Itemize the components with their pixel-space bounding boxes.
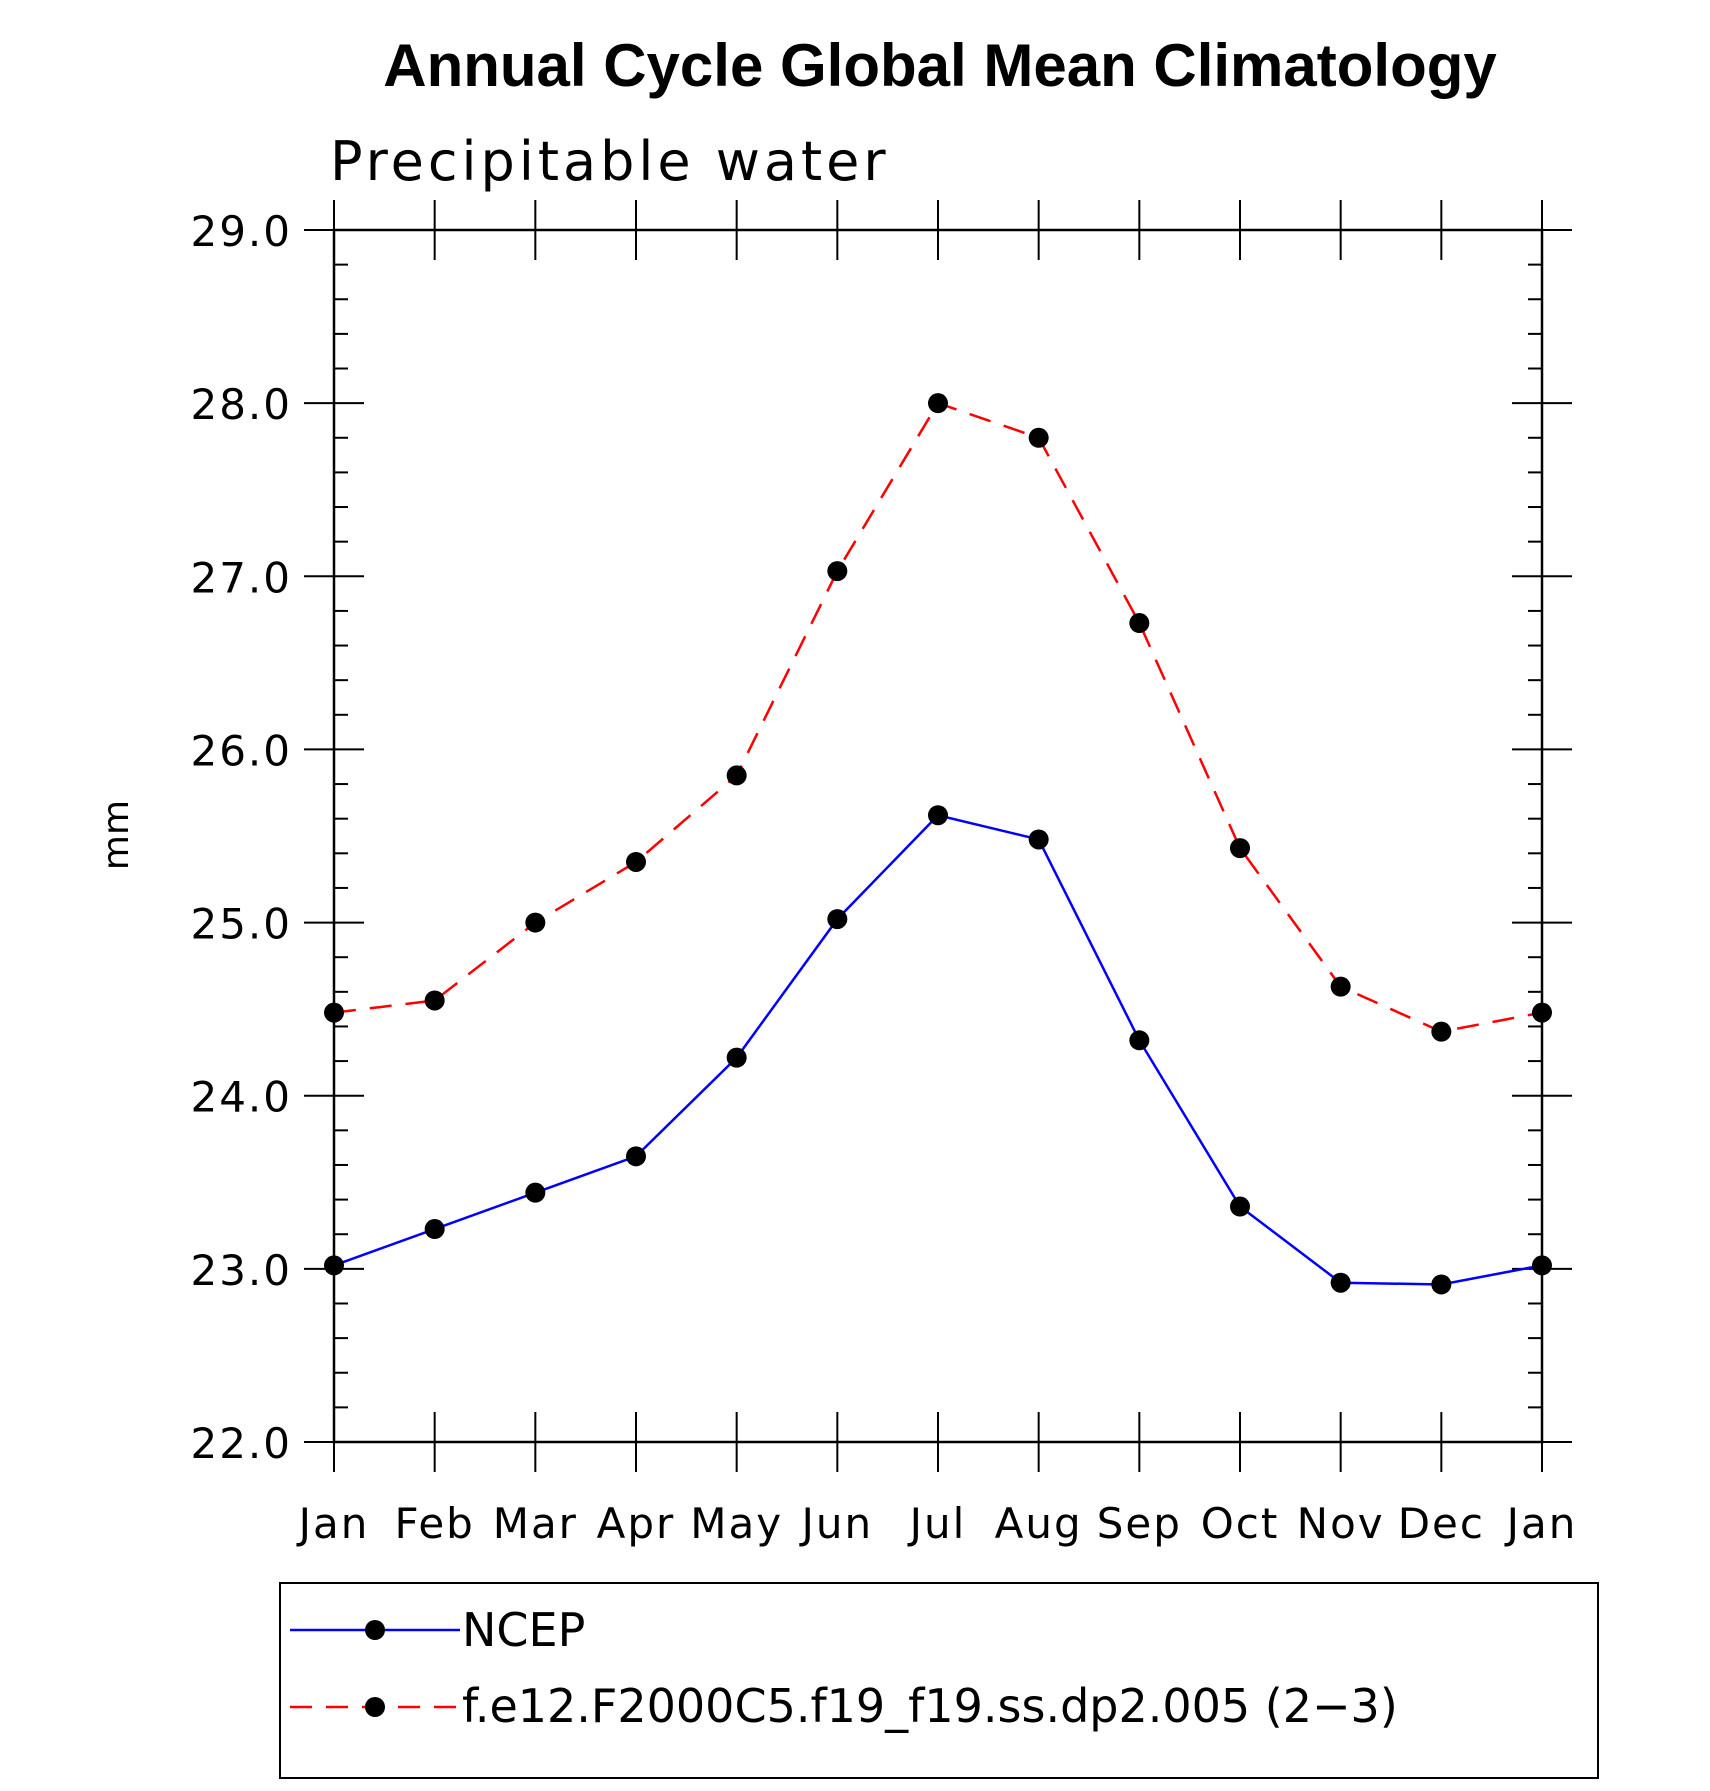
legend: NCEP f.e12.F2000C5.f19_f19.ss.dp2.005 (2… xyxy=(279,1582,1599,1779)
series-0-point xyxy=(626,1146,646,1167)
series-0-point xyxy=(827,909,848,930)
series-1-point xyxy=(1330,976,1351,997)
series-0-point xyxy=(1028,829,1049,850)
chart-title: Annual Cycle Global Mean Climatology xyxy=(383,32,1497,99)
series-layer xyxy=(324,393,1552,1295)
x-tick-label: Jan xyxy=(1504,1499,1578,1548)
series-0-point xyxy=(928,805,948,826)
x-tick-label: Jan xyxy=(296,1499,370,1548)
y-tick-label: 24.0 xyxy=(190,1073,292,1122)
series-1-point xyxy=(1230,838,1250,859)
series-0-point xyxy=(1129,1030,1150,1051)
x-tick-label: Sep xyxy=(1097,1499,1182,1548)
series-0-point xyxy=(324,1255,344,1276)
x-tick-label: Jul xyxy=(907,1499,967,1548)
x-tick-label: Jun xyxy=(799,1499,874,1548)
y-tick-label: 23.0 xyxy=(190,1246,292,1295)
series-0-point xyxy=(424,1219,445,1240)
series-1-point xyxy=(1431,1021,1452,1042)
x-tick-label: Dec xyxy=(1398,1499,1485,1548)
y-tick-labels: 22.0 23.0 24.0 25.0 26.0 27.0 28.0 29.0 xyxy=(190,207,292,1468)
series-0-point xyxy=(726,1047,747,1068)
x-tick-label: Nov xyxy=(1297,1499,1385,1548)
legend-label-model: f.e12.F2000C5.f19_f19.ss.dp2.005 (2−3) xyxy=(462,1679,1398,1733)
x-tick-labels: Jan Feb Mar Apr May Jun Jul Aug Sep Oct Nov Dec Jan xyxy=(296,1499,1578,1548)
series-0-point xyxy=(1431,1274,1452,1295)
x-tick-label: Mar xyxy=(493,1499,578,1548)
series-1-point xyxy=(726,765,747,786)
y-tick-label: 25.0 xyxy=(190,900,292,949)
y-tick-label: 29.0 xyxy=(190,207,292,256)
legend-marker-ncep xyxy=(365,1620,385,1640)
y-tick-label: 28.0 xyxy=(190,380,292,429)
x-tick-label: Feb xyxy=(394,1499,474,1548)
series-1-point xyxy=(1532,1002,1552,1023)
series-1-point xyxy=(324,1002,344,1023)
x-tick-label: Oct xyxy=(1201,1499,1280,1548)
y-tick-label: 27.0 xyxy=(190,553,292,602)
x-tick-label: Aug xyxy=(995,1499,1083,1548)
legend-label-ncep: NCEP xyxy=(462,1603,585,1657)
series-1-point xyxy=(928,393,948,414)
series-1-point xyxy=(424,990,445,1011)
chart-subtitle: Precipitable water xyxy=(330,130,890,193)
x-tick-label: Apr xyxy=(597,1499,676,1548)
y-tick-label: 22.0 xyxy=(190,1419,292,1468)
series-1-point xyxy=(1028,427,1049,448)
y-axis-label: mm xyxy=(96,800,137,870)
series-1-point xyxy=(1129,613,1150,634)
legend-marker-model xyxy=(365,1697,385,1717)
y-tick-label: 26.0 xyxy=(190,726,292,775)
series-0-point xyxy=(1532,1255,1552,1276)
legend-box xyxy=(279,1582,1599,1779)
series-0-point xyxy=(525,1182,546,1203)
axis-ticks xyxy=(304,200,1572,1472)
series-line-1 xyxy=(333,401,1543,1033)
series-0-point xyxy=(1330,1272,1351,1293)
series-1-point xyxy=(827,561,848,582)
series-line-0 xyxy=(333,813,1543,1286)
series-1-point xyxy=(626,851,646,872)
series-0-point xyxy=(1230,1196,1250,1217)
series-1-point xyxy=(525,912,546,933)
x-tick-label: May xyxy=(690,1499,783,1548)
